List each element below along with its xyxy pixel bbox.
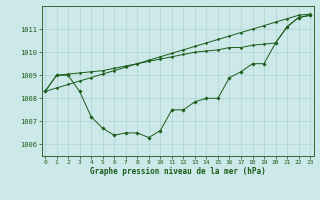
X-axis label: Graphe pression niveau de la mer (hPa): Graphe pression niveau de la mer (hPa) xyxy=(90,167,266,176)
